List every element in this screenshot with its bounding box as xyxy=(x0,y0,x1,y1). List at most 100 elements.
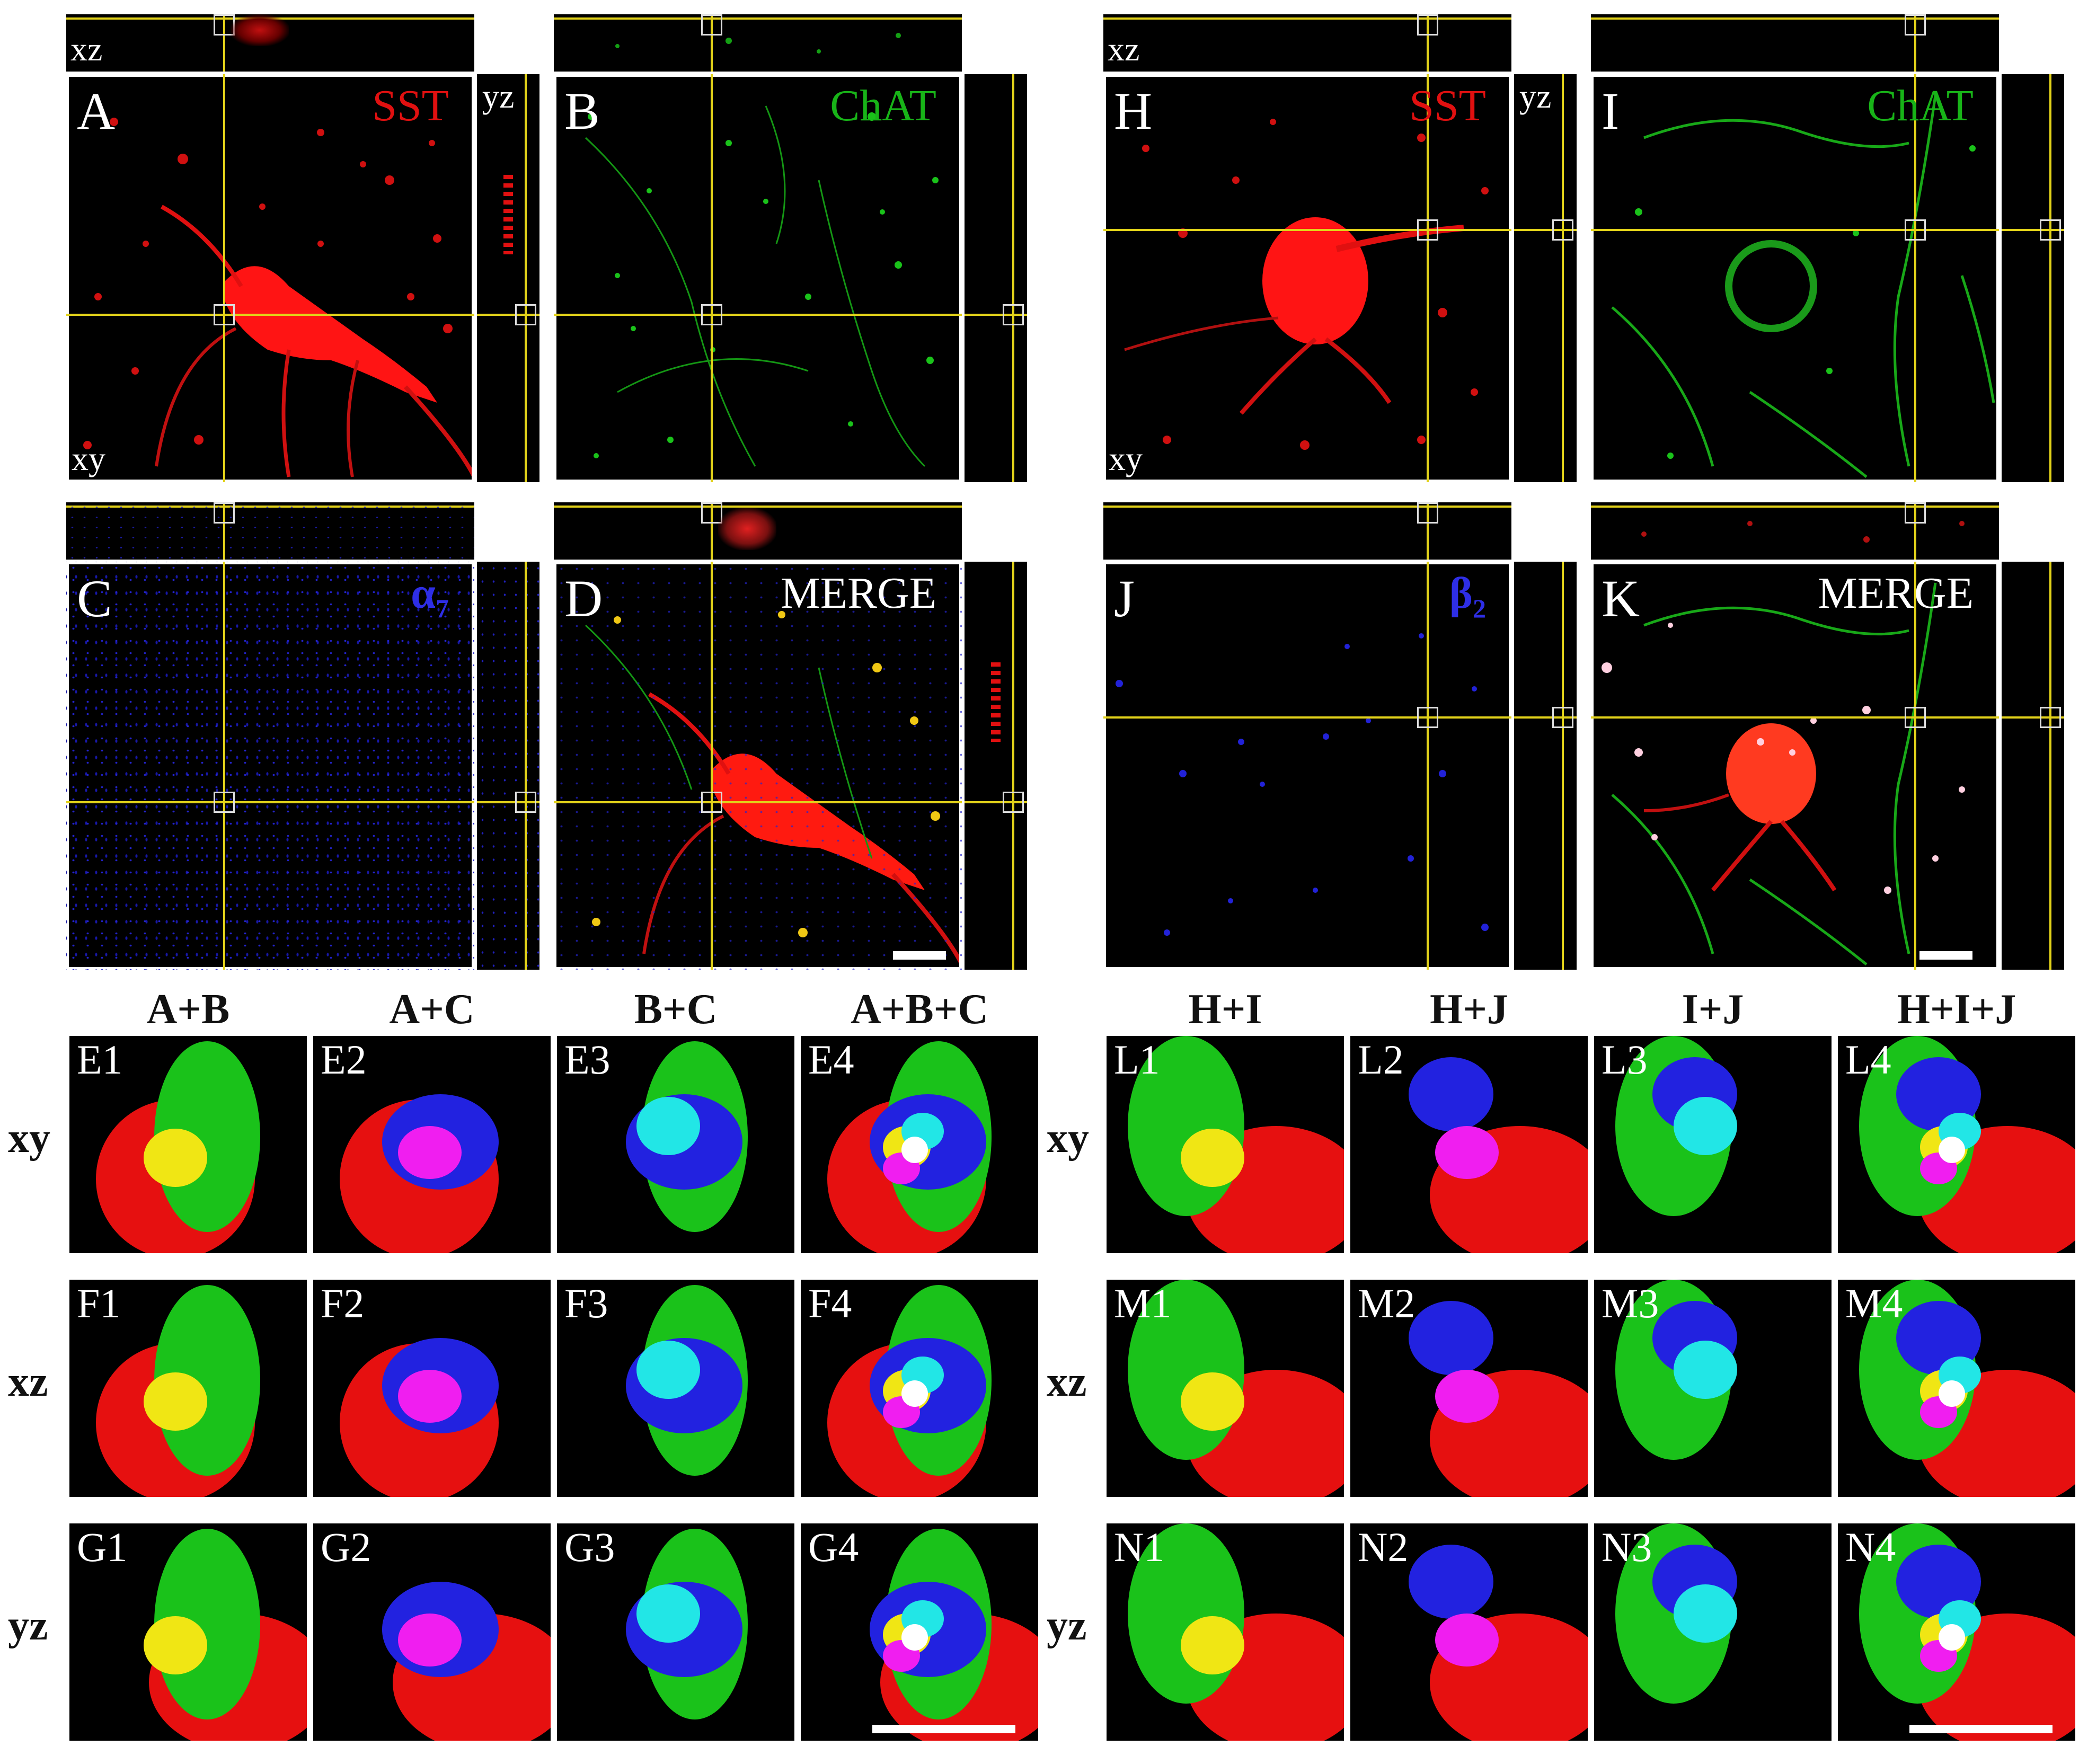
zoom-tile-m1: M1 xyxy=(1107,1280,1344,1497)
alpha7-puncta-image xyxy=(66,562,474,970)
zoom-tile-image xyxy=(1350,1523,1588,1741)
column-header: B+C xyxy=(634,986,718,1033)
zoom-tile-e4: E4 xyxy=(801,1036,1038,1253)
zoom-tile-image xyxy=(1107,1280,1344,1497)
zoom-tile-label: N4 xyxy=(1845,1524,1896,1570)
beta2-puncta-image xyxy=(1116,633,1489,936)
panel-I-yz-strip xyxy=(2002,74,2064,482)
sst-neuron-image xyxy=(83,118,474,478)
panel-J-xz-strip xyxy=(1103,502,1511,560)
panel-H-xz-strip: xz xyxy=(1103,14,1511,72)
zoom-tile-image xyxy=(801,1280,1038,1497)
panel-H-yz-strip: yz xyxy=(1514,74,1577,482)
panel-C-channel: α7 xyxy=(411,569,449,623)
zoom-tile-label: E3 xyxy=(564,1036,611,1083)
zoom-tile-m3: M3 xyxy=(1594,1280,1832,1497)
panel-J-xy: J β2 xyxy=(1103,562,1511,970)
scale-bar xyxy=(1909,1725,2053,1733)
panel-K-xz-strip xyxy=(1591,502,1999,560)
zoom-tile-label: F1 xyxy=(77,1280,121,1326)
row-label: xy xyxy=(8,1115,50,1162)
column-header: A+C xyxy=(389,986,475,1033)
zoom-tile-image xyxy=(557,1523,794,1741)
zoom-tile-image xyxy=(69,1523,307,1741)
zoom-tile-label: M3 xyxy=(1602,1280,1659,1326)
zoom-tile-label: L4 xyxy=(1845,1036,1891,1083)
panel-C-yz-strip xyxy=(477,562,539,970)
panel-B-label: B xyxy=(564,82,600,140)
zoom-tile-image xyxy=(69,1036,307,1253)
zoom-tile-g1: G1 xyxy=(69,1523,307,1741)
row-label: xz xyxy=(8,1359,48,1405)
zoom-tile-label: M2 xyxy=(1358,1280,1416,1326)
zoom-tile-e1: E1 xyxy=(69,1036,307,1253)
zoom-tile-f1: F1 xyxy=(69,1280,307,1497)
row-label: xz xyxy=(1047,1359,1087,1405)
panel-A-xy: A SST xy xyxy=(66,74,474,482)
panel-K-label: K xyxy=(1602,569,1640,628)
zoom-tile-image xyxy=(1107,1523,1344,1741)
xz-label: xz xyxy=(70,30,103,68)
zoom-tile-label: N1 xyxy=(1114,1524,1165,1570)
panel-I-xz-strip xyxy=(1591,14,1999,72)
panel-D-xz-strip xyxy=(554,502,962,560)
zoom-tile-image xyxy=(1838,1280,2075,1497)
zoom-tile-label: E2 xyxy=(321,1036,367,1083)
zoom-tile-label: N3 xyxy=(1602,1524,1652,1570)
panel-B-xy: B ChAT xyxy=(554,74,962,482)
zoom-tile-image xyxy=(1107,1036,1344,1253)
zoom-tile-label: L2 xyxy=(1358,1036,1404,1083)
panel-J-label: J xyxy=(1114,569,1135,628)
panel-A-xz-strip: xz xyxy=(66,14,474,72)
xy-label: xy xyxy=(1109,440,1143,477)
zoom-tile-image xyxy=(313,1280,551,1497)
zoom-tile-l1: L1 xyxy=(1107,1036,1344,1253)
column-header: A+B xyxy=(146,986,230,1033)
panel-H-label: H xyxy=(1114,82,1153,140)
scale-bar xyxy=(1919,951,1972,960)
panel-B-xz-strip xyxy=(554,14,962,72)
zoom-tile-image xyxy=(1838,1523,2075,1741)
panel-I-label: I xyxy=(1602,82,1620,140)
panel-D-xy: D MERGE xyxy=(554,562,962,970)
column-header: H+J xyxy=(1430,986,1508,1033)
panel-C-xy: C α7 xyxy=(66,562,474,970)
zoom-tile-image xyxy=(801,1036,1038,1253)
panel-D-yz-strip xyxy=(965,562,1027,970)
scale-bar xyxy=(872,1725,1015,1733)
panel-K-channel: MERGE xyxy=(1818,569,1974,618)
panel-C-xz-strip xyxy=(66,502,474,560)
panel-A-yz-strip: yz xyxy=(477,74,539,482)
column-header: H+I+J xyxy=(1897,986,2016,1033)
panel-C-label: C xyxy=(77,569,112,628)
panel-K-yz-strip xyxy=(2002,562,2064,970)
zoom-tile-g2: G2 xyxy=(313,1523,551,1741)
zoom-tile-l3: L3 xyxy=(1594,1036,1832,1253)
zoom-tile-m2: M2 xyxy=(1350,1280,1588,1497)
zoom-tile-e2: E2 xyxy=(313,1036,551,1253)
panel-H-channel: SST xyxy=(1409,81,1486,130)
zoom-tile-f4: F4 xyxy=(801,1280,1038,1497)
zoom-tile-image xyxy=(557,1280,794,1497)
column-header: I+J xyxy=(1682,986,1744,1033)
zoom-tile-label: E1 xyxy=(77,1036,123,1083)
zoom-tile-n3: N3 xyxy=(1594,1523,1832,1741)
panel-A-channel: SST xyxy=(372,81,449,130)
zoom-tile-m4: M4 xyxy=(1838,1280,2075,1497)
column-header: H+I xyxy=(1188,986,1262,1033)
panel-H-xy: H SST xy xyxy=(1103,74,1511,482)
merge-image xyxy=(1602,582,1965,965)
zoom-tile-g3: G3 xyxy=(557,1523,794,1741)
zoom-tile-label: F2 xyxy=(321,1280,365,1326)
panel-A-label: A xyxy=(77,82,116,140)
sst-neuron-image xyxy=(1124,119,1489,450)
zoom-tile-label: N2 xyxy=(1358,1524,1409,1570)
zoom-tile-n1: N1 xyxy=(1107,1523,1344,1741)
chat-fibers-image xyxy=(1611,95,1995,478)
zoom-tile-image xyxy=(1350,1280,1588,1497)
zoom-tile-image xyxy=(557,1036,794,1253)
zoom-tile-image xyxy=(1350,1036,1588,1253)
zoom-tile-f2: F2 xyxy=(313,1280,551,1497)
zoom-tile-image xyxy=(69,1280,307,1497)
row-label: yz xyxy=(8,1602,48,1649)
